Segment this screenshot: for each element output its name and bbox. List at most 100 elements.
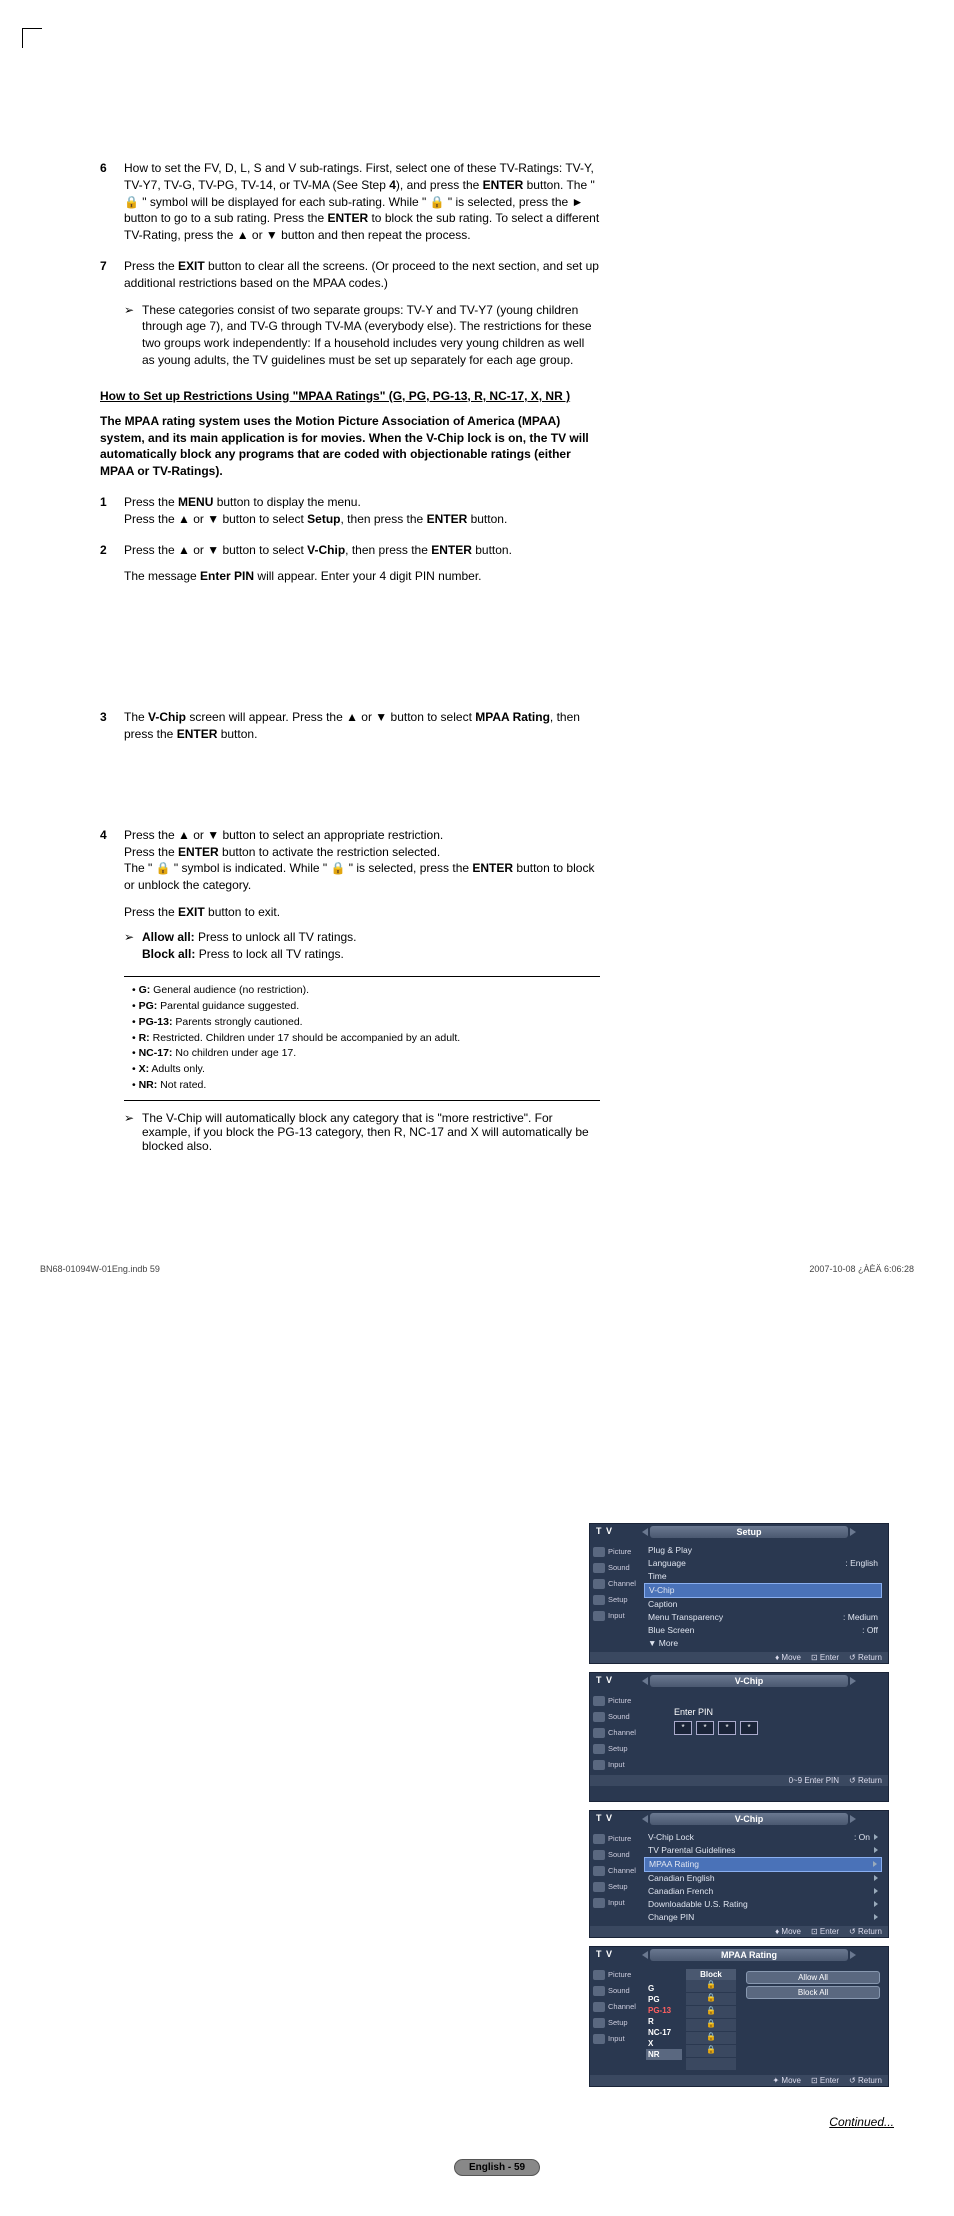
menu-item: ▼ More <box>644 1637 882 1650</box>
text: button. <box>217 727 257 741</box>
osd-footer: ♦ Move⊡ Enter↺ Return <box>590 1926 888 1937</box>
side-label: Input <box>608 2034 625 2043</box>
text: ), and press the <box>396 178 483 192</box>
channel-icon <box>593 2002 605 2012</box>
text: Press the <box>124 845 178 859</box>
step-number: 1 <box>100 494 124 528</box>
rating-text: General audience (no restriction). <box>150 984 309 996</box>
input-icon <box>593 1611 605 1621</box>
sound-icon <box>593 1986 605 1996</box>
osd-sidebar: Picture Sound Channel Setup Input <box>590 1829 642 1926</box>
block-all-label: Block all: <box>142 947 195 961</box>
text: button. <box>472 543 512 557</box>
rating-text: No children under age 17. <box>172 1047 296 1059</box>
text: button. <box>467 512 507 526</box>
text: Press the <box>124 495 178 509</box>
rating-label: PG: <box>139 1000 158 1012</box>
arrow-icon <box>874 1901 878 1907</box>
pin-digit: * <box>674 1721 692 1735</box>
pin-row: * * * * <box>674 1721 882 1735</box>
osd-vchip: T V V-Chip Picture Sound Channel Setup I… <box>589 1810 889 1938</box>
osd-tv-label: T V <box>596 1526 613 1536</box>
menu-item: Blue Screen: Off <box>644 1624 882 1637</box>
step-number: 6 <box>100 160 124 244</box>
allow-block-buttons: Allow All Block All <box>740 1969 880 2071</box>
menu-item: Menu Transparency: Medium <box>644 1611 882 1624</box>
footer-hint: ↺ Return <box>849 1653 882 1662</box>
pin-digit: * <box>740 1721 758 1735</box>
picture-icon <box>593 1547 605 1557</box>
osd-tv-label: T V <box>596 1675 613 1685</box>
side-item: Picture <box>590 1693 642 1709</box>
side-item: Sound <box>590 1560 642 1576</box>
side-item: Input <box>590 1895 642 1911</box>
side-item: Sound <box>590 1847 642 1863</box>
menu-label: Canadian English <box>648 1873 715 1883</box>
setup-icon <box>593 2018 605 2028</box>
side-label: Input <box>608 1760 625 1769</box>
osd-sidebar: Picture Sound Channel Setup Input <box>590 1542 642 1652</box>
step-body: How to set the FV, D, L, S and V sub-rat… <box>124 160 600 244</box>
text: Press the <box>124 905 178 919</box>
lock-cell <box>686 2058 736 2070</box>
menu-item-highlighted: MPAA Rating <box>644 1857 882 1872</box>
lock-cell: 🔒 <box>686 1980 736 1992</box>
step-body: Press the ▲ or ▼ button to select an app… <box>124 827 600 963</box>
text: button to display the menu. <box>213 495 360 509</box>
menu-item: Canadian English <box>644 1872 882 1885</box>
menu-label: MPAA Rating <box>649 1859 699 1869</box>
text: The " 🔒 " symbol is indicated. While " 🔒… <box>124 861 472 875</box>
page-number-text: English - 59 <box>454 2159 540 2176</box>
side-label: Sound <box>608 1986 630 1995</box>
block-all-text: Press to lock all TV ratings. <box>195 947 344 961</box>
picture-icon <box>593 1834 605 1844</box>
picture-icon <box>593 1970 605 1980</box>
arrow-icon <box>873 1861 877 1867</box>
footer-hint: ✦ Move <box>772 2076 801 2085</box>
side-item: Setup <box>590 1592 642 1608</box>
enter-pin-label: Enter PIN <box>674 1707 882 1717</box>
menu-value: : On <box>854 1832 870 1842</box>
rating-label: NR: <box>139 1079 158 1091</box>
text: screen will appear. Press the ▲ or ▼ but… <box>186 710 475 724</box>
rating-def-row: • PG-13: Parents strongly cautioned. <box>124 1015 600 1031</box>
setup-icon <box>593 1882 605 1892</box>
menu-item: Language: English <box>644 1557 882 1570</box>
rating-label: X: <box>139 1063 150 1075</box>
osd-rating-table: G PG PG-13 R NC-17 X NR Block 🔒 🔒 <box>642 1965 888 2075</box>
rating-row-label: G <box>646 1983 682 1994</box>
section-heading: How to Set up Restrictions Using "MPAA R… <box>100 389 600 403</box>
side-item: Channel <box>590 1999 642 2015</box>
text-bold: ENTER <box>472 861 513 875</box>
allow-all-pill: Allow All <box>746 1971 880 1984</box>
text: will appear. Enter your 4 digit PIN numb… <box>254 569 481 583</box>
menu-label: Language <box>648 1558 686 1568</box>
side-item: Picture <box>590 1831 642 1847</box>
step-7: 7 Press the EXIT button to clear all the… <box>100 258 600 369</box>
side-label: Picture <box>608 1696 631 1705</box>
text-bold: ENTER <box>327 211 368 225</box>
pin-digit: * <box>696 1721 714 1735</box>
side-item: Setup <box>590 1741 642 1757</box>
osd-footer: ♦ Move⊡ Enter↺ Return <box>590 1652 888 1663</box>
block-all-pill: Block All <box>746 1986 880 1999</box>
side-label: Sound <box>608 1850 630 1859</box>
menu-item: Plug & Play <box>644 1544 882 1557</box>
lock-cell: 🔒 <box>686 2032 736 2044</box>
channel-icon <box>593 1579 605 1589</box>
osd-tv-label: T V <box>596 1949 613 1959</box>
intro-paragraph: The MPAA rating system uses the Motion P… <box>100 413 600 480</box>
step-1: 1 Press the MENU button to display the m… <box>100 494 600 528</box>
lock-cell: 🔒 <box>686 1993 736 2005</box>
side-label: Channel <box>608 1866 636 1875</box>
page-number: English - 59 <box>100 2159 894 2176</box>
footer-left: BN68-01094W-01Eng.indb 59 <box>40 1264 160 1274</box>
step-number: 4 <box>100 827 124 963</box>
osd-column: T V Setup Picture Sound Channel Setup In… <box>589 1523 894 2095</box>
step-number: 7 <box>100 258 124 369</box>
osd-footer: ✦ Move⊡ Enter↺ Return <box>590 2075 888 2086</box>
rating-label: PG-13: <box>139 1016 173 1028</box>
footer-right: 2007-10-08 ¿ÀÈÄ 6:06:28 <box>809 1264 914 1274</box>
rating-label: NC-17: <box>139 1047 173 1059</box>
text: Press the ▲ or ▼ button to select an app… <box>124 828 443 842</box>
